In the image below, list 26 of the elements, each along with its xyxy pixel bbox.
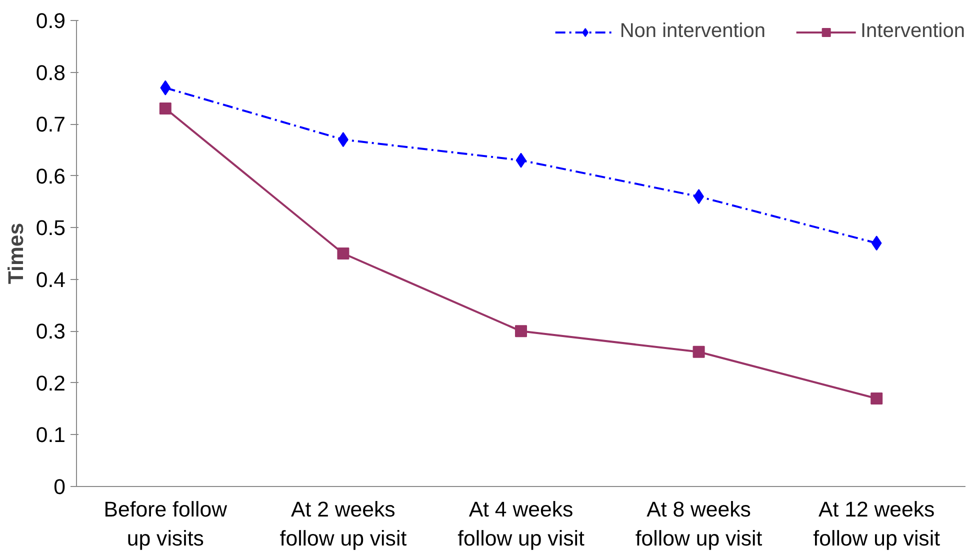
x-tick-label: At 8 weeks follow up visit [635, 498, 762, 550]
y-tick-label: 0.5 [36, 216, 66, 240]
point [160, 80, 171, 96]
x-tick-label: Before follow up visits [104, 498, 228, 550]
y-tick-label: 0.9 [36, 9, 66, 33]
point [516, 152, 526, 168]
legend-label: Non intervention [620, 20, 766, 43]
point [159, 102, 172, 115]
point [692, 346, 705, 358]
point [871, 236, 882, 251]
y-tick-label: 0.4 [36, 268, 66, 292]
y-tick-label: 0.7 [36, 112, 66, 137]
point [870, 392, 883, 404]
y-tick-label: 0.3 [36, 320, 66, 344]
legend-label: Intervention [860, 20, 965, 43]
y-tick-label: 0.2 [36, 371, 66, 396]
y-tick-label: 0 [54, 475, 66, 499]
point [515, 325, 527, 338]
y-axis-title: Times [4, 222, 28, 284]
point [337, 248, 350, 260]
y-tick-label: 0.6 [36, 164, 66, 188]
y-tick-label: 0.8 [36, 60, 66, 85]
y-tick-label: 0.1 [36, 423, 66, 448]
x-tick-label: At 2 weeks follow up visit [280, 498, 407, 550]
x-tick-label: At 4 weeks follow up visit [458, 498, 584, 550]
x-tick-label: At 12 weeks follow up visit [813, 498, 940, 550]
